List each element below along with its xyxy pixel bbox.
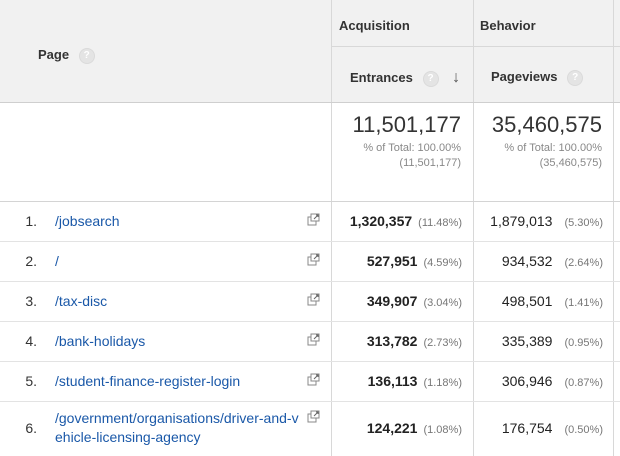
entrances-value: 1,320,357 [349,213,413,229]
pageviews-value: 498,501 [501,293,553,309]
entrances-column-header[interactable]: Entrances ? ↓ [350,69,460,87]
pageviews-pct: (0.87%) [564,377,603,389]
entrances-pct: (1.08%) [423,424,462,436]
page-link[interactable]: / [55,253,59,269]
row-divider [0,361,620,362]
row-divider [0,281,620,282]
page-link[interactable]: /tax-disc [55,293,108,309]
entrances-pct: (11.48%) [418,217,462,229]
entrances-cell: 136,113 (1.18%) [332,373,462,389]
external-link-icon[interactable] [307,333,321,346]
page-link[interactable]: /bank-holidays [55,333,146,349]
help-icon[interactable]: ? [422,70,439,87]
help-icon[interactable]: ? [567,69,584,86]
row-number: 6. [25,420,37,436]
pageviews-pct: (0.95%) [564,337,603,349]
entrances-pct: (4.59%) [423,257,462,269]
row-number: 2. [25,253,37,269]
row-divider [0,401,620,402]
row-number: 5. [25,373,37,389]
table-row: 1. /jobsearch 1,320,357 (11.48%) 1,879,013 (… [0,202,620,242]
entrances-cell: 527,951 (4.59%) [332,253,462,269]
entrances-value: 313,782 [366,333,418,349]
pageviews-total-abs: (35,460,575) [539,157,602,169]
arrow-down-icon[interactable]: ↓ [452,69,461,86]
page-link-line: ehicle-licensing-agency [55,429,201,445]
behavior-group-label: Behavior [480,18,536,33]
pageviews-value: 934,532 [501,253,553,269]
external-link-icon[interactable] [307,253,321,266]
entrances-value: 124,221 [366,420,418,436]
row-number: 1. [25,213,37,229]
page-column-header[interactable]: Page ? [38,47,95,64]
pageviews-column-header[interactable]: Pageviews ? [491,69,584,86]
entrances-cell: 124,221 (1.08%) [332,420,462,436]
pageviews-cell: 934,532 (2.64%) [474,253,603,269]
page-column-label: Page [38,47,70,62]
external-link-icon[interactable] [307,213,321,226]
row-divider [0,241,620,242]
entrances-cell: 313,782 (2.73%) [332,333,462,349]
entrances-pct: (2.73%) [423,337,462,349]
row-number: 4. [25,333,37,349]
table-row: 3. /tax-disc 349,907 (3.04%) 498,501 (1.41%) [0,282,620,322]
pageviews-cell: 335,389 (0.95%) [474,333,603,349]
table-row: 6. /government/organisations/driver-and-v… [0,402,620,456]
entrances-cell: 1,320,357 (11.48%) [332,213,462,229]
column-divider [613,0,614,456]
table-header [0,0,620,102]
page-link[interactable]: /government/organisations/driver-and-v eh… [55,409,315,447]
entrances-column-label: Entrances [350,70,413,85]
table-row: 4. /bank-holidays 313,782 (2.73%) 335,389 (0… [0,322,620,362]
pageviews-pct: (2.64%) [564,257,603,269]
pageviews-total: 35,460,575 % of Total: 100.00% (35,460,5… [474,112,602,171]
pageviews-pct: (1.41%) [564,297,603,309]
entrances-value: 136,113 [367,373,418,389]
entrances-total: 11,501,177 % of Total: 100.00% (11,501,1… [332,112,461,171]
column-divider [331,0,332,456]
pageviews-value: 176,754 [501,420,553,436]
pageviews-cell: 498,501 (1.41%) [474,293,603,309]
entrances-value: 527,951 [366,253,418,269]
acquisition-group-label: Acquisition [339,18,410,33]
pageviews-total-pct: % of Total: 100.00% [504,142,602,154]
table-row: 2. / 527,951 (4.59%) 934,532 (2.64%) [0,242,620,282]
entrances-total-value: 11,501,177 [352,112,461,137]
page-link[interactable]: /jobsearch [55,213,120,229]
entrances-total-abs: (11,501,177) [399,157,461,169]
entrances-pct: (1.18%) [423,377,462,389]
row-divider [0,321,620,322]
entrances-total-pct: % of Total: 100.00% [363,142,461,154]
help-icon[interactable]: ? [78,47,95,64]
group-divider [332,46,620,47]
entrances-pct: (3.04%) [423,297,462,309]
external-link-icon[interactable] [307,410,321,423]
pageviews-total-value: 35,460,575 [491,112,602,137]
pageviews-cell: 1,879,013 (5.30%) [474,213,603,229]
external-link-icon[interactable] [307,373,321,386]
page-link-line: /government/organisations/driver-and-v [55,410,299,426]
row-divider [0,201,620,202]
pageviews-value: 1,879,013 [490,213,553,229]
pageviews-cell: 176,754 (0.50%) [474,420,603,436]
table-row: 5. /student-finance-register-login 136,11… [0,362,620,402]
external-link-icon[interactable] [307,293,321,306]
pageviews-value: 306,946 [501,373,553,389]
pageviews-value: 335,389 [501,333,553,349]
entrances-value: 349,907 [366,293,418,309]
header-divider [0,102,620,103]
column-divider [473,0,474,456]
row-number: 3. [25,293,37,309]
pageviews-cell: 306,946 (0.87%) [474,373,603,389]
page-link[interactable]: /student-finance-register-login [55,373,241,389]
pageviews-column-label: Pageviews [491,69,558,84]
pageviews-pct: (0.50%) [564,424,603,436]
pageviews-pct: (5.30%) [564,217,603,229]
entrances-cell: 349,907 (3.04%) [332,293,462,309]
